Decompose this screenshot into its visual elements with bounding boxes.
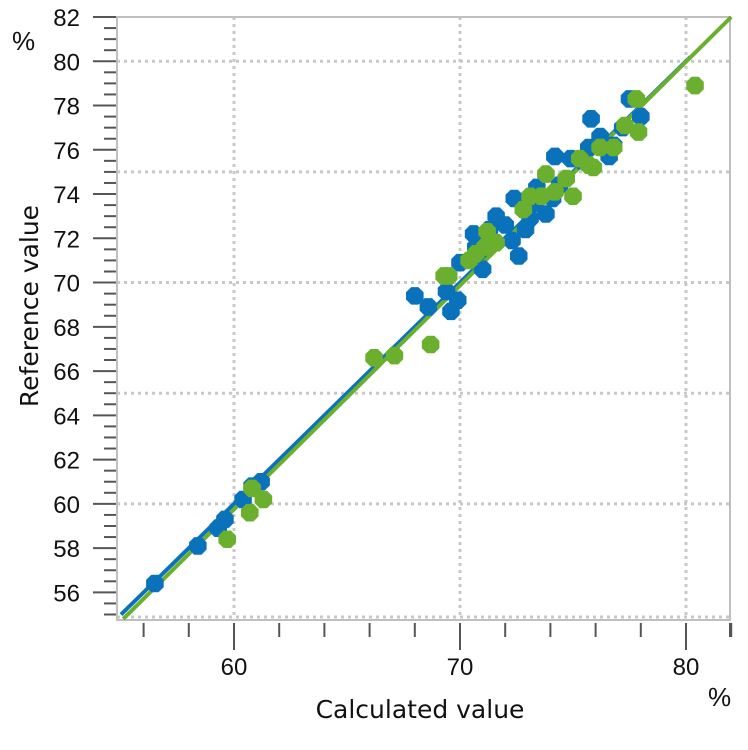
- data-point: [216, 510, 234, 529]
- data-point: [435, 267, 453, 285]
- data-point: [537, 205, 555, 223]
- y-tick-label: 56: [53, 580, 80, 607]
- x-tick-label: 60: [221, 654, 248, 681]
- data-point: [604, 138, 623, 157]
- y-axis-title: Reference value: [15, 205, 44, 407]
- data-point: [546, 183, 564, 201]
- data-point: [546, 147, 564, 166]
- data-point: [584, 158, 603, 177]
- y-tick-label: 76: [53, 138, 80, 165]
- data-point: [473, 260, 492, 279]
- data-point: [487, 233, 505, 252]
- data-point: [254, 490, 273, 509]
- data-point: [629, 123, 648, 141]
- data-point: [421, 335, 440, 354]
- data-point: [365, 349, 383, 367]
- y-tick-label: 66: [53, 359, 80, 386]
- x-axis-title: Calculated value: [316, 695, 525, 724]
- y-tick-label: 68: [53, 315, 80, 342]
- y-tick-label: 82: [53, 5, 80, 32]
- data-point: [449, 291, 467, 309]
- series-validation-set: [218, 76, 704, 548]
- y-tick-label: 74: [53, 182, 80, 209]
- data-point: [591, 138, 609, 157]
- data-point: [496, 216, 514, 234]
- data-point: [243, 479, 261, 498]
- grid-lines: [117, 17, 730, 620]
- y-tick-label: 58: [53, 536, 80, 563]
- y-tick-label: 72: [53, 226, 80, 253]
- data-point: [532, 187, 551, 205]
- data-point: [241, 503, 259, 522]
- y-tick-label: 78: [53, 94, 80, 121]
- data-point: [627, 90, 646, 108]
- data-point: [406, 287, 424, 305]
- data-point: [686, 76, 704, 95]
- data-point: [514, 200, 533, 219]
- data-point: [419, 298, 438, 316]
- data-series: [119, 15, 733, 621]
- x-unit-label: %: [708, 682, 731, 712]
- x-tick-label: 80: [673, 654, 700, 681]
- data-point: [385, 346, 404, 365]
- x-tick-label: 70: [447, 654, 474, 681]
- data-point: [632, 107, 650, 126]
- y-tick-label: 60: [53, 492, 80, 519]
- plot-frame: [116, 16, 731, 621]
- data-point: [557, 169, 575, 188]
- y-tick-label: 80: [53, 49, 80, 76]
- data-point: [564, 187, 582, 205]
- data-point: [146, 574, 164, 593]
- data-point: [503, 231, 521, 250]
- data-point: [464, 225, 483, 243]
- data-point: [537, 165, 555, 183]
- data-point: [189, 537, 207, 555]
- y-tick-label: 62: [53, 448, 80, 475]
- data-point: [510, 247, 528, 265]
- y-unit-label: %: [12, 26, 35, 56]
- data-point: [582, 110, 600, 128]
- y-tick-label: 64: [53, 403, 80, 430]
- data-point: [616, 116, 634, 135]
- y-tick-label: 70: [53, 271, 80, 298]
- data-point: [218, 530, 236, 548]
- x-axis: 60 70 80: [142, 623, 733, 681]
- y-axis: 56 58 60 62 64 66 68 70 72 74 76 78 80 82: [53, 5, 116, 616]
